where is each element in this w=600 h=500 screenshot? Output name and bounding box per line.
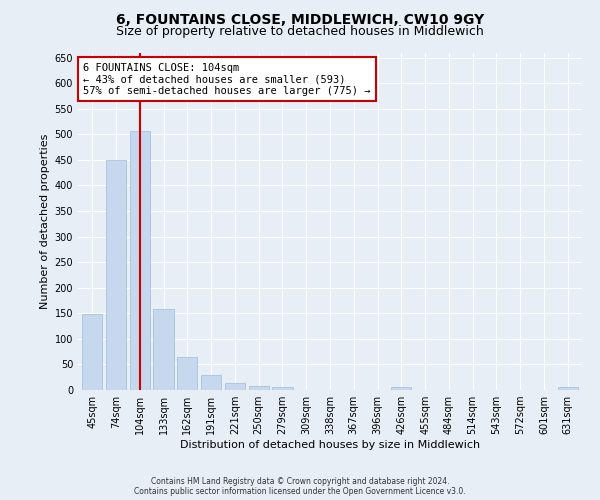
Bar: [201, 374, 221, 390]
Bar: [154, 309, 173, 390]
X-axis label: Distribution of detached houses by size in Middlewich: Distribution of detached houses by size …: [180, 440, 480, 450]
Bar: [130, 130, 150, 390]
Text: Size of property relative to detached houses in Middlewich: Size of property relative to detached ho…: [116, 25, 484, 38]
Text: Contains HM Land Registry data © Crown copyright and database right 2024.
Contai: Contains HM Land Registry data © Crown c…: [134, 476, 466, 496]
Bar: [106, 160, 126, 390]
Bar: [272, 388, 293, 390]
Bar: [391, 388, 412, 390]
Bar: [557, 388, 578, 390]
Bar: [225, 384, 245, 390]
Bar: [82, 314, 103, 390]
Bar: [177, 357, 197, 390]
Bar: [248, 386, 269, 390]
Y-axis label: Number of detached properties: Number of detached properties: [40, 134, 50, 309]
Text: 6 FOUNTAINS CLOSE: 104sqm
← 43% of detached houses are smaller (593)
57% of semi: 6 FOUNTAINS CLOSE: 104sqm ← 43% of detac…: [83, 62, 371, 96]
Text: 6, FOUNTAINS CLOSE, MIDDLEWICH, CW10 9GY: 6, FOUNTAINS CLOSE, MIDDLEWICH, CW10 9GY: [116, 12, 484, 26]
